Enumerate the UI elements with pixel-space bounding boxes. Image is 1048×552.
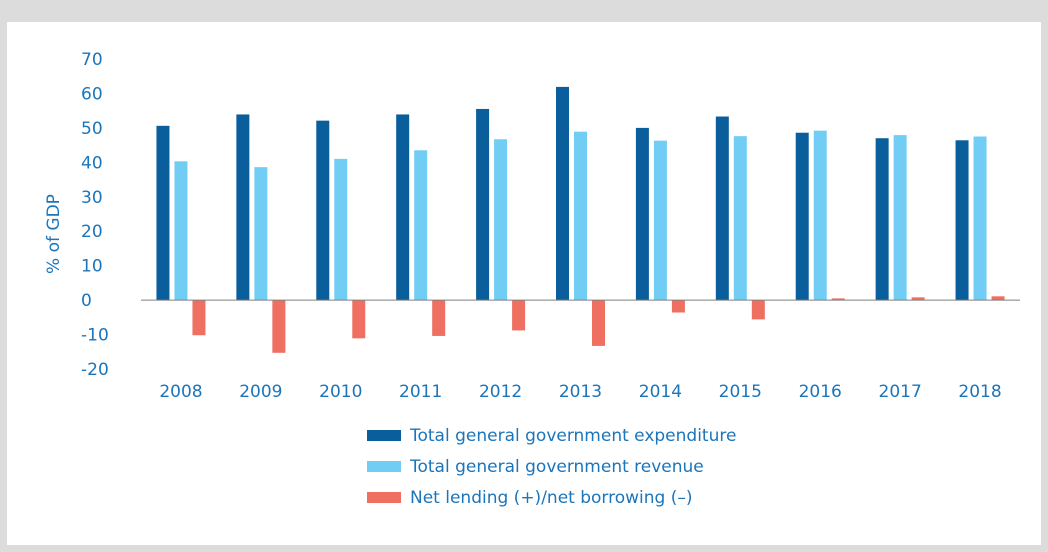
legend-swatch-net-lending: [367, 492, 401, 503]
y-tick-label: 60: [81, 84, 103, 104]
bar-expenditure-2014: [635, 127, 649, 301]
bar-revenue-2014: [653, 140, 667, 301]
bar-net-lending-2012: [512, 300, 526, 331]
bar-revenue-2018: [973, 136, 987, 301]
y-tick-label: 0: [81, 291, 92, 311]
bar-net-lending-2018: [991, 296, 1005, 301]
bar-net-lending-2016: [831, 298, 845, 301]
bar-revenue-2012: [494, 139, 508, 301]
legend-item-net-lending: Net lending (+)/net borrowing (–): [367, 482, 736, 513]
legend: Total general government expenditure Tot…: [367, 420, 736, 513]
x-tick-label: 2008: [159, 382, 202, 402]
bar-expenditure-2015: [715, 116, 729, 301]
bar-net-lending-2013: [592, 300, 605, 346]
bar-revenue-2016: [813, 130, 827, 301]
chart-panel: % of GDP 70 60 50 40 30 20 10 0 -10 -20 2008 2009 2…: [7, 22, 1041, 545]
bar-net-lending-2009: [272, 300, 286, 353]
legend-swatch-expenditure: [367, 430, 401, 441]
bar-revenue-2008: [174, 161, 188, 301]
bar-expenditure-2010: [316, 120, 330, 301]
bar-expenditure-2016: [795, 132, 809, 301]
x-tick-label: 2015: [719, 382, 762, 402]
bar-net-lending-2014: [671, 300, 685, 313]
bar-net-lending-2017: [911, 297, 925, 301]
x-axis-ticks: 2008 2009 2010 2011 2012 2013 2014 2015 2016 2017…: [159, 382, 1001, 402]
bar-net-lending-2015: [751, 300, 765, 320]
y-tick-label: 30: [81, 188, 103, 208]
bar-net-lending-2008: [192, 300, 206, 336]
y-tick-label: 70: [81, 50, 103, 70]
legend-item-revenue: Total general government revenue: [367, 451, 736, 482]
y-tick-label: 10: [81, 257, 103, 277]
bar-net-lending-2011: [432, 300, 446, 336]
legend-label-revenue: Total general government revenue: [410, 456, 704, 477]
legend-item-expenditure: Total general government expenditure: [367, 420, 736, 451]
legend-swatch-revenue: [367, 461, 401, 472]
y-tick-label: 40: [81, 153, 103, 173]
x-tick-label: 2013: [559, 382, 602, 402]
y-tick-label: -20: [81, 360, 109, 380]
x-tick-label: 2009: [239, 382, 282, 402]
bars: [156, 86, 1005, 353]
bar-revenue-2009: [254, 167, 268, 301]
y-tick-label: -10: [81, 326, 109, 346]
bar-expenditure-2017: [875, 138, 889, 301]
bar-expenditure-2018: [955, 140, 969, 301]
bar-revenue-2013: [574, 131, 587, 301]
y-axis-title: % of GDP: [44, 194, 64, 274]
x-tick-label: 2014: [639, 382, 682, 402]
x-tick-label: 2017: [879, 382, 922, 402]
bar-revenue-2015: [733, 136, 747, 301]
y-axis-ticks: 70 60 50 40 30 20 10 0 -10 -20: [81, 50, 109, 380]
x-tick-label: 2012: [479, 382, 522, 402]
bar-expenditure-2008: [156, 125, 170, 301]
y-tick-label: 50: [81, 119, 103, 139]
bar-expenditure-2011: [396, 114, 410, 301]
bar-revenue-2017: [893, 135, 907, 301]
bar-net-lending-2010: [352, 300, 366, 339]
bar-revenue-2010: [334, 158, 348, 301]
x-tick-label: 2011: [399, 382, 442, 402]
y-tick-label: 20: [81, 222, 103, 242]
bar-expenditure-2013: [556, 86, 569, 301]
legend-label-net-lending: Net lending (+)/net borrowing (–): [410, 487, 693, 508]
bar-revenue-2011: [414, 150, 428, 301]
bar-expenditure-2009: [236, 114, 250, 301]
x-tick-label: 2010: [319, 382, 362, 402]
x-tick-label: 2016: [799, 382, 842, 402]
bar-expenditure-2012: [476, 108, 490, 301]
x-tick-label: 2018: [958, 382, 1001, 402]
legend-label-expenditure: Total general government expenditure: [410, 425, 737, 446]
